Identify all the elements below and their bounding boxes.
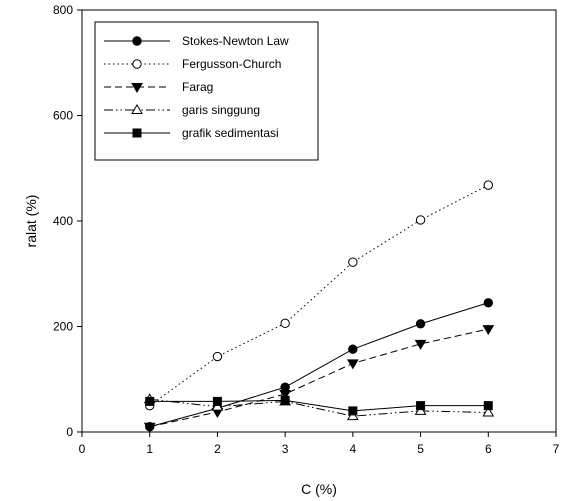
x-tick-label-0: 0 [79,442,86,456]
series-farag [143,325,495,433]
y-tick-label-800: 800 [53,3,73,17]
data-point-garis-singgung-5 [414,404,427,415]
y-tick-label-0: 0 [66,425,73,439]
series-line-stokes-newton-law [149,302,489,428]
data-point-grafik-sedimentasi-1 [145,396,155,406]
data-point-fergusson-church-3 [280,318,290,329]
data-point-farag-6 [482,325,495,336]
legend-label-grafik-sedimentasi: grafik sedimentasi [182,126,279,140]
data-point-stokes-newton-law-4 [348,344,358,354]
data-point-fergusson-church-5 [415,215,426,225]
data-point-farag-3 [279,390,292,401]
legend-label-farag: Farag [182,80,213,94]
data-point-farag-4 [346,359,359,370]
legend-item-garis-singgung: garis singgung [104,103,260,117]
series-line-fergusson-church [149,184,489,407]
series-fergusson-church [145,180,493,411]
series-stokes-newton-law [145,298,493,432]
series-garis-singgung [143,393,495,421]
legend-label-stokes-newton-law: Stokes-Newton Law [182,34,289,48]
x-tick-label-4: 4 [350,442,357,456]
data-point-garis-singgung-6 [482,406,495,417]
x-tick-label-7: 7 [553,442,560,456]
data-point-fergusson-church-6 [483,180,493,190]
legend-item-farag: Farag [104,80,213,94]
legend-marker-fergusson-church [132,59,142,69]
legend-marker-grafik-sedimentasi [132,128,142,138]
data-point-grafik-sedimentasi-4 [348,406,358,416]
x-tick-label-3: 3 [282,442,289,456]
x-tick-label-5: 5 [417,442,424,456]
y-tick-label-400: 400 [53,214,73,228]
y-axis-title: ralat (%) [23,195,39,248]
legend-label-garis-singgung: garis singgung [182,103,260,117]
y-tick-label-600: 600 [53,109,73,123]
data-point-grafik-sedimentasi-6 [483,401,493,411]
y-tick-label-200: 200 [53,320,73,334]
data-point-fergusson-church-2 [212,351,223,362]
data-point-stokes-newton-law-6 [483,298,493,308]
data-point-fergusson-church-4 [348,257,358,267]
series-line-grafik-sedimentasi [149,399,489,412]
x-tick-label-6: 6 [485,442,492,456]
x-axis: 0 1 2 3 4 5 6 7 [79,432,560,456]
legend-box [94,21,319,161]
legend-item-fergusson-church: Fergusson-Church [104,57,281,71]
series-line-garis-singgung [149,398,489,417]
data-point-grafik-sedimentasi-3 [280,395,290,405]
data-point-stokes-newton-law-5 [415,319,426,329]
x-tick-label-2: 2 [214,442,221,456]
series-layer [143,180,495,433]
y-axis: 0 200 400 600 800 [53,3,82,439]
legend-marker-stokes-newton-law [132,36,142,46]
data-point-grafik-sedimentasi-2 [212,396,222,406]
data-point-farag-5 [414,339,427,350]
legend-item-stokes-newton-law: Stokes-Newton Law [104,34,289,48]
legend-label-fergusson-church: Fergusson-Church [182,57,281,71]
legend: Stokes-Newton Law Fergusson-Church Farag ga… [94,21,319,161]
data-point-grafik-sedimentasi-5 [416,401,426,411]
legend-marker-farag [131,83,143,93]
series-grafik-sedimentasi [145,395,493,416]
data-point-farag-1 [143,422,156,433]
legend-marker-garis-singgung [131,104,143,114]
data-point-garis-singgung-4 [346,410,359,421]
series-line-farag [149,328,489,428]
x-axis-title: C (%) [301,481,337,497]
data-point-garis-singgung-2 [211,400,224,411]
x-tick-label-1: 1 [146,442,153,456]
legend-item-grafik-sedimentasi: grafik sedimentasi [104,126,279,140]
